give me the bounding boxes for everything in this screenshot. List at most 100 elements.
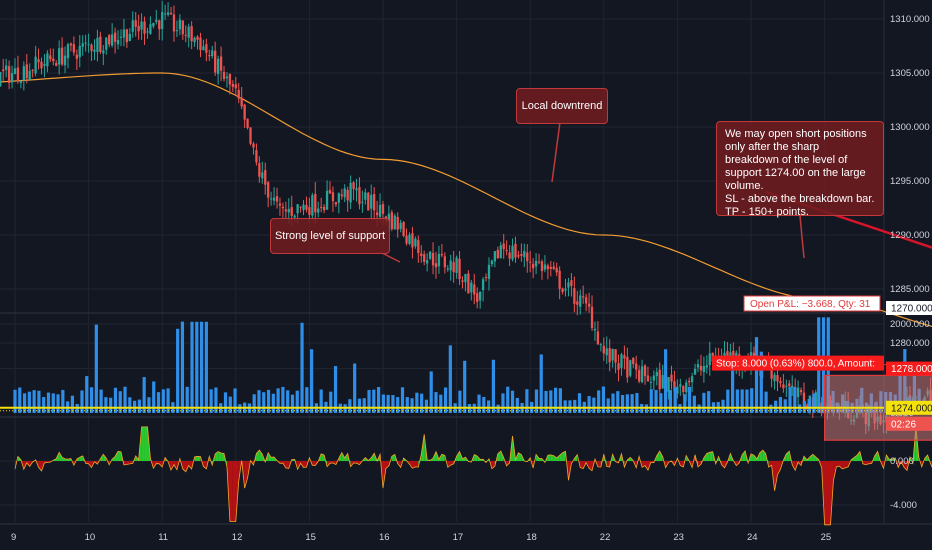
time-axis[interactable]: 9 10 11 12 15 16 17 18 22 23 24 25 — [11, 532, 831, 543]
candle-body — [537, 261, 541, 263]
oscillator-tick-label: -4.000 — [890, 500, 917, 511]
oscillator-area-segment — [330, 461, 333, 464]
candle-body — [193, 37, 196, 43]
oscillator-area-segment — [703, 453, 707, 461]
candle-body — [773, 374, 776, 382]
candle-body — [37, 59, 40, 63]
time-tick-label: 18 — [526, 532, 537, 543]
candle-body — [582, 296, 585, 298]
support-callout[interactable]: Strong level of support — [270, 218, 390, 254]
candle-body — [517, 255, 520, 257]
volume-bar — [233, 388, 237, 413]
candle-body — [222, 71, 226, 79]
candle-body — [520, 254, 523, 256]
candle-body — [796, 387, 800, 398]
oscillator-area-segment — [742, 450, 746, 461]
oscillator-area-segment — [215, 451, 219, 461]
downtrend-callout-pointer — [551, 121, 561, 183]
candle-body — [264, 170, 267, 185]
candle-body — [320, 206, 323, 208]
downtrend-callout[interactable]: Local downtrend — [516, 88, 608, 124]
oscillator-area-segment — [197, 456, 201, 461]
candle-body — [428, 251, 432, 259]
candle-body — [178, 19, 182, 30]
volume-bar — [539, 354, 543, 413]
volume-bar — [506, 386, 510, 413]
volume-bar — [209, 389, 213, 413]
volume-bar — [142, 377, 146, 413]
candle-body — [172, 14, 176, 32]
candle-body — [196, 36, 199, 40]
price-axis[interactable]: 1310.000 1305.000 1300.000 1295.000 1290.000… — [886, 14, 932, 511]
volume-bar — [487, 400, 491, 413]
volume-bar — [721, 399, 725, 413]
candle-body — [570, 280, 573, 286]
volume-bar — [793, 386, 797, 413]
volume-tick-label: 2000.000 — [890, 319, 930, 330]
candle-body — [231, 83, 235, 87]
volume-bar — [683, 394, 687, 413]
price-tick-label: 1305.000 — [890, 68, 930, 79]
candle-body — [75, 54, 78, 59]
volume-bar — [778, 396, 783, 413]
volume-bar — [573, 399, 577, 413]
oscillator-area-segment — [185, 461, 189, 472]
oscillator-area-segment — [285, 461, 289, 469]
candle-body — [269, 198, 273, 200]
candle-body — [605, 348, 608, 356]
volume-bar — [223, 392, 228, 413]
volume-bar — [515, 397, 519, 413]
volume-bar — [300, 322, 304, 413]
candle-body — [181, 20, 184, 35]
candle-body — [543, 264, 547, 270]
candle-body — [84, 42, 87, 44]
candle-body — [561, 288, 564, 292]
bar-countdown-badge-label: 02:26 — [891, 419, 916, 430]
candle-body — [113, 32, 117, 42]
candle-body — [479, 291, 482, 301]
oscillator-area-segment — [827, 461, 831, 525]
trade-idea-callout[interactable]: We may open short positions only after t… — [716, 121, 884, 218]
candle-body — [163, 13, 167, 15]
candle-body — [602, 345, 605, 354]
oscillator-area-segment — [38, 461, 42, 472]
candle-body — [440, 254, 444, 256]
volume-bar — [18, 387, 22, 413]
candle-body — [355, 188, 358, 191]
pnl-badge-label: Open P&L: −3.668, Qty: 31 — [750, 299, 871, 310]
candle-body — [328, 189, 332, 194]
oscillator-area-segment — [474, 454, 478, 461]
candle-body — [564, 288, 567, 291]
candle-body — [125, 29, 129, 43]
candle-body — [617, 363, 620, 370]
candle-body — [776, 375, 779, 382]
volume-bar — [420, 393, 424, 413]
candle-body — [322, 206, 326, 211]
candle-body — [652, 375, 655, 381]
candle-body — [161, 12, 164, 29]
candle-body — [87, 44, 90, 46]
volume-bar — [128, 397, 132, 413]
oscillator-area-segment — [415, 461, 419, 468]
volume-bar — [152, 381, 156, 413]
volume-bar — [185, 386, 189, 413]
volume-bar — [276, 388, 280, 413]
lower-price-badge-background — [886, 301, 932, 315]
candle-body — [28, 70, 31, 80]
volume-bar — [687, 386, 692, 413]
oscillator-area-segment — [385, 461, 389, 469]
oscillator-area-segment — [856, 451, 860, 461]
oscillator-area-segment — [547, 454, 551, 461]
candle-body — [590, 306, 594, 329]
oscillator-area-segment — [65, 458, 68, 461]
volume-bar — [42, 397, 46, 413]
candle-body — [128, 33, 131, 42]
oscillator-area-segment — [244, 461, 248, 489]
volume-bar — [726, 389, 730, 413]
volume-bar — [257, 390, 261, 413]
volume-bar — [348, 399, 352, 413]
lower-price-badge: 1270.000 — [886, 301, 932, 315]
candle-body — [614, 349, 617, 363]
